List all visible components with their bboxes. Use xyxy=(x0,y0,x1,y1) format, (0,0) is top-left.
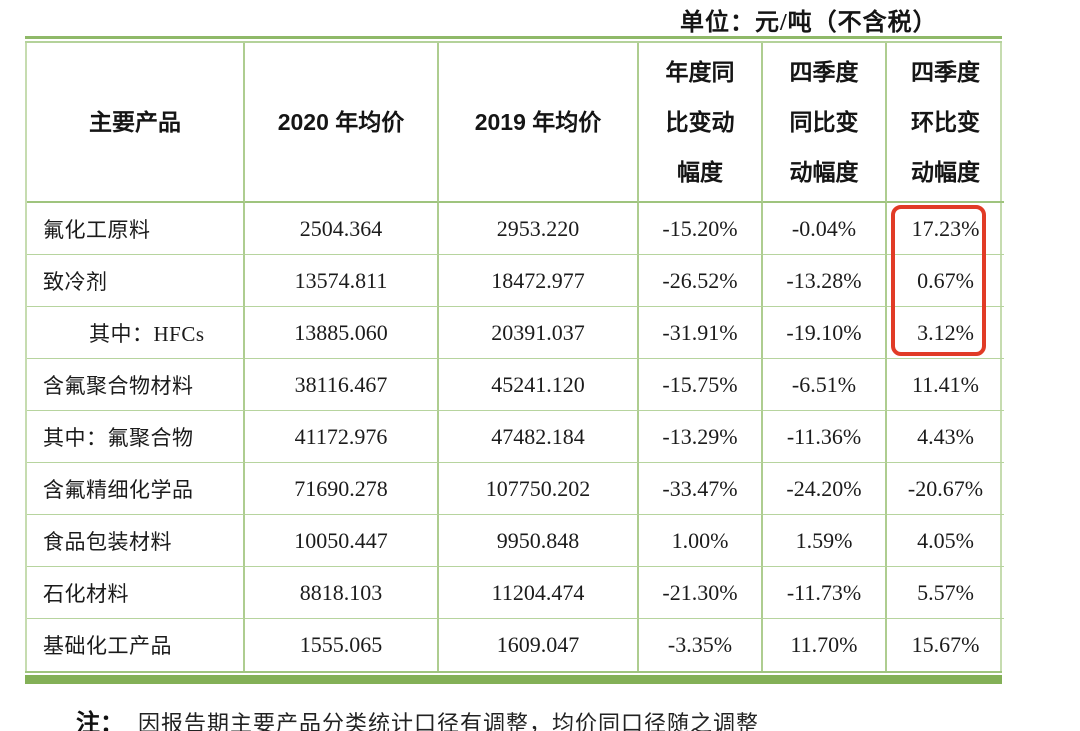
table-top-border-thin xyxy=(25,41,1002,43)
column-header-yoy-annual: 年度同 比变动 幅度 xyxy=(639,43,763,203)
value-cell: -13.29% xyxy=(639,411,763,463)
value-cell: 13885.060 xyxy=(245,307,439,359)
value-cell: 4.05% xyxy=(887,515,1004,567)
value-cell: -15.20% xyxy=(639,203,763,255)
value-cell: 17.23% xyxy=(887,203,1004,255)
product-cell: 基础化工产品 xyxy=(27,619,245,671)
product-cell: 其中：HFCs xyxy=(27,307,245,359)
value-cell: 8818.103 xyxy=(245,567,439,619)
table-bottom-border-thin xyxy=(25,671,1002,673)
value-cell: 1.00% xyxy=(639,515,763,567)
value-cell: 1555.065 xyxy=(245,619,439,671)
value-cell: 18472.977 xyxy=(439,255,639,307)
value-cell: 11.70% xyxy=(763,619,887,671)
value-cell: 11204.474 xyxy=(439,567,639,619)
value-cell: -0.04% xyxy=(763,203,887,255)
value-cell: -19.10% xyxy=(763,307,887,359)
value-cell: -26.52% xyxy=(639,255,763,307)
product-cell: 致冷剂 xyxy=(27,255,245,307)
value-cell: 13574.811 xyxy=(245,255,439,307)
value-cell: -33.47% xyxy=(639,463,763,515)
value-cell: -11.36% xyxy=(763,411,887,463)
value-cell: -24.20% xyxy=(763,463,887,515)
value-cell: -21.30% xyxy=(639,567,763,619)
value-cell: 41172.976 xyxy=(245,411,439,463)
value-cell: 3.12% xyxy=(887,307,1004,359)
product-cell: 食品包装材料 xyxy=(27,515,245,567)
table-bottom-border-band xyxy=(25,675,1002,684)
table-bottom-border-gap xyxy=(25,673,1002,675)
value-cell: 107750.202 xyxy=(439,463,639,515)
unit-label: 单位：元/吨（不含税） xyxy=(680,10,938,36)
value-cell: 1.59% xyxy=(763,515,887,567)
value-cell: 11.41% xyxy=(887,359,1004,411)
table-top-border-thick xyxy=(25,36,1002,39)
value-cell: 9950.848 xyxy=(439,515,639,567)
column-header-avg-2019: 2019 年均价 xyxy=(439,43,639,203)
value-cell: 71690.278 xyxy=(245,463,439,515)
value-cell: -31.91% xyxy=(639,307,763,359)
product-cell: 含氟聚合物材料 xyxy=(27,359,245,411)
footnote: 注： 因报告期主要产品分类统计口径有调整，均价同口径随之调整 xyxy=(76,703,759,731)
product-cell: 含氟精细化学品 xyxy=(27,463,245,515)
price-table-grid: 主要产品 2020 年均价 2019 年均价 年度同 比变动 幅度 四季度 同比… xyxy=(25,43,1004,671)
column-header-yoy-q4: 四季度 同比变 动幅度 xyxy=(763,43,887,203)
value-cell: 2504.364 xyxy=(245,203,439,255)
product-cell: 氟化工原料 xyxy=(27,203,245,255)
value-cell: -15.75% xyxy=(639,359,763,411)
column-header-avg-2020: 2020 年均价 xyxy=(245,43,439,203)
value-cell: 15.67% xyxy=(911,632,980,657)
column-header-product: 主要产品 xyxy=(27,43,245,203)
value-cell: -6.51% xyxy=(763,359,887,411)
footnote-label: 注： xyxy=(76,710,124,731)
value-cell: -13.28% xyxy=(763,255,887,307)
value-cell: 5.57% xyxy=(887,567,1004,619)
value-cell: 2953.220 xyxy=(439,203,639,255)
value-cell: 20391.037 xyxy=(439,307,639,359)
value-cell: 45241.120 xyxy=(439,359,639,411)
footnote-text: 因报告期主要产品分类统计口径有调整，均价同口径随之调整 xyxy=(138,711,760,731)
column-header-qoq-q4: 四季度 环比变 动幅度 xyxy=(887,43,1004,203)
value-cell: -3.35% xyxy=(639,619,763,671)
price-table: 主要产品 2020 年均价 2019 年均价 年度同 比变动 幅度 四季度 同比… xyxy=(25,36,1004,684)
value-cell: 1609.047 xyxy=(439,619,639,671)
value-cell: -20.67% xyxy=(887,463,1004,515)
value-cell: -11.73% xyxy=(763,567,887,619)
value-cell: 38116.467 xyxy=(245,359,439,411)
value-cell: 10050.447 xyxy=(245,515,439,567)
value-cell: 47482.184 xyxy=(439,411,639,463)
product-cell: 其中：氟聚合物 xyxy=(27,411,245,463)
table-top-border-gap xyxy=(25,39,1002,41)
product-cell: 石化材料 xyxy=(27,567,245,619)
value-cell: 4.43% xyxy=(887,411,1004,463)
value-cell: 0.67% xyxy=(887,255,1004,307)
